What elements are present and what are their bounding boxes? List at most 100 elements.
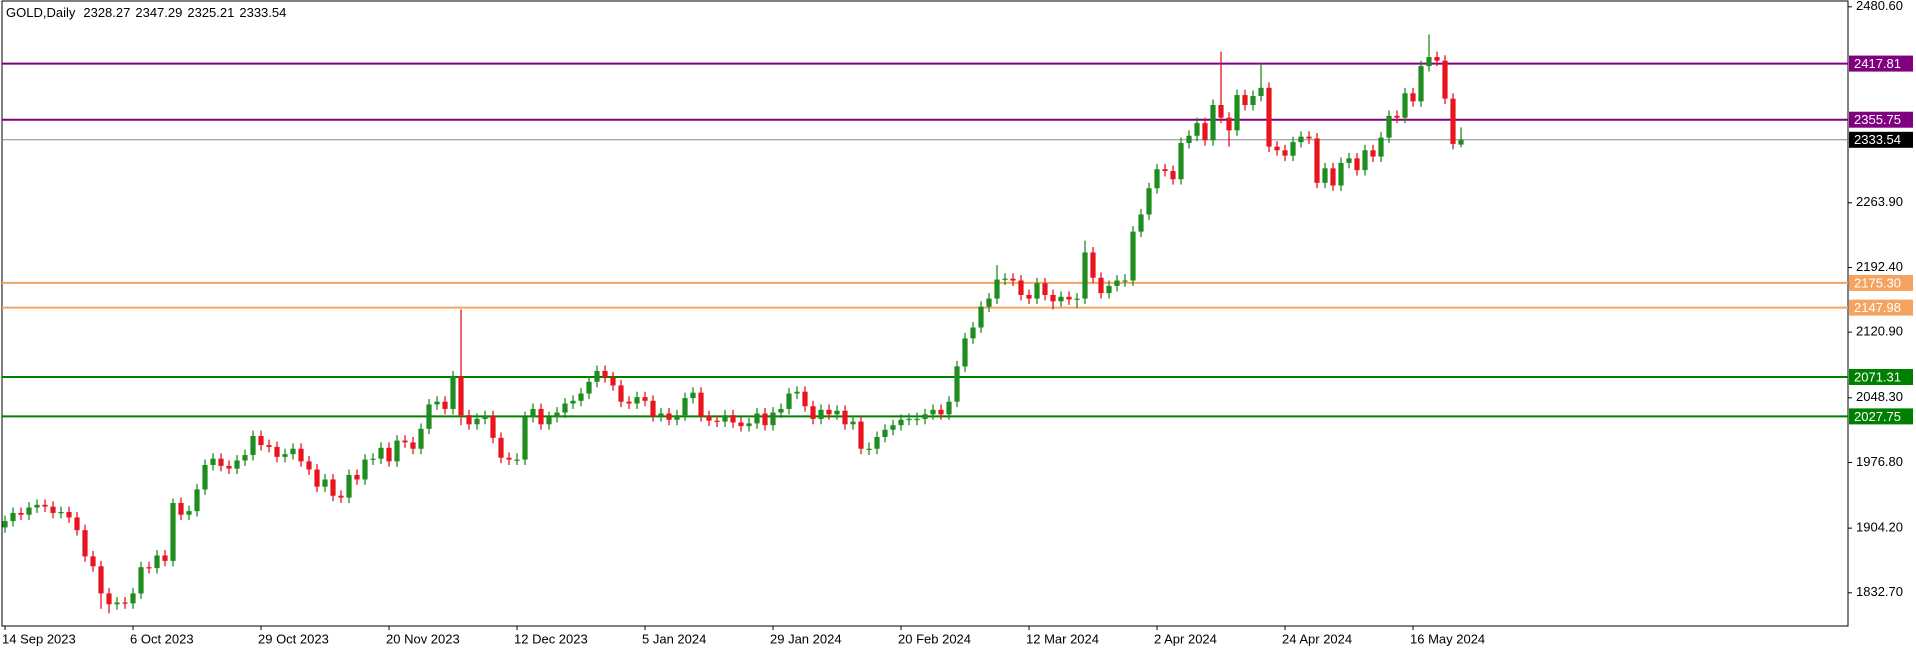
candle-body	[1026, 294, 1032, 299]
candle-body	[250, 436, 256, 456]
candle-body	[706, 416, 712, 421]
candle-body	[866, 448, 872, 450]
candle-body	[82, 530, 88, 557]
candle-body	[490, 416, 496, 438]
candle-body	[1306, 136, 1312, 139]
x-tick-label: 24 Apr 2024	[1282, 631, 1352, 646]
candle-body	[330, 479, 336, 496]
candle-body	[306, 461, 312, 470]
x-tick-label: 5 Jan 2024	[642, 631, 706, 646]
candle-body	[74, 517, 80, 531]
candle-body	[1378, 137, 1384, 157]
candle-body	[50, 506, 56, 513]
x-tick-label: 20 Feb 2024	[898, 631, 971, 646]
candle-body	[234, 460, 240, 469]
x-tick-label: 12 Dec 2023	[514, 631, 588, 646]
candle-body	[914, 418, 920, 421]
candle-body	[602, 370, 608, 378]
candle-body	[978, 306, 984, 328]
candle-body	[226, 465, 232, 469]
candle-body	[362, 459, 368, 480]
candle-body	[1066, 296, 1072, 300]
candle-body	[762, 413, 768, 426]
candle-body	[506, 457, 512, 460]
candle-body	[546, 417, 552, 425]
candle-body	[522, 417, 528, 460]
candle-body	[218, 458, 224, 466]
candle-body	[1074, 298, 1080, 300]
candle-body	[1178, 143, 1184, 180]
candle-body	[146, 567, 152, 569]
level-label: 2355.75	[1854, 112, 1901, 127]
candle-body	[18, 512, 24, 515]
candle-body	[474, 418, 480, 425]
candle-body	[194, 489, 200, 512]
plot-frame	[1, 0, 1849, 627]
candle-body	[954, 366, 960, 402]
candle-body	[434, 401, 440, 405]
candle-body	[42, 504, 48, 507]
candle-body	[498, 437, 504, 458]
candle-body	[538, 408, 544, 425]
candle-body	[442, 401, 448, 409]
candle-body	[1290, 142, 1296, 156]
candle-body	[1338, 162, 1344, 186]
candle-body	[106, 593, 112, 605]
candle-body	[674, 415, 680, 420]
candle-body	[154, 555, 160, 569]
candle-body	[26, 507, 32, 515]
candle-body	[130, 593, 136, 604]
candle-body	[1202, 123, 1208, 141]
candle-body	[1114, 280, 1120, 286]
candle-body	[1370, 150, 1376, 157]
candle-body	[458, 376, 464, 416]
candle-body	[450, 376, 456, 409]
candle-body	[66, 512, 72, 518]
candle-body	[746, 423, 752, 427]
candle-body	[1266, 87, 1272, 147]
chart-title: GOLD,Daily	[6, 5, 76, 20]
candle-body	[1002, 278, 1008, 280]
candle-body	[1282, 150, 1288, 156]
x-tick-label: 6 Oct 2023	[130, 631, 194, 646]
candle-body	[1106, 285, 1112, 294]
level-label-box	[1849, 408, 1913, 425]
candle-body	[578, 393, 584, 401]
candle-body	[850, 421, 856, 425]
candle-body	[314, 469, 320, 487]
candle-body	[58, 512, 64, 514]
candle-body	[802, 391, 808, 407]
candle-body	[858, 421, 864, 449]
candle-body	[1458, 139, 1464, 145]
candle-body	[346, 474, 352, 498]
y-tick-label: 1976.80	[1856, 454, 1903, 469]
candle-body	[1122, 280, 1128, 282]
candle-body	[1018, 280, 1024, 295]
candle-body	[410, 442, 416, 449]
candle-body	[986, 298, 992, 307]
candle-body	[34, 504, 40, 508]
candle-body	[202, 465, 208, 490]
candle-body	[114, 602, 120, 605]
candle-body	[1146, 188, 1152, 215]
candle-body	[274, 446, 280, 457]
candle-body	[610, 377, 616, 386]
y-tick-label: 2120.90	[1856, 324, 1903, 339]
candle-body	[1010, 278, 1016, 281]
candle-body	[1050, 294, 1056, 302]
candle-body	[1450, 98, 1456, 144]
high-value: 2347.29	[135, 5, 182, 20]
candle-body	[874, 436, 880, 449]
candle-body	[2, 521, 8, 528]
candle-body	[1426, 57, 1432, 67]
candle-body	[626, 401, 632, 404]
candle-body	[266, 445, 272, 447]
x-tick-label: 2 Apr 2024	[1154, 631, 1217, 646]
candle-body	[634, 397, 640, 404]
candle-body	[482, 416, 488, 419]
candle-body	[1034, 283, 1040, 299]
candle-body	[826, 409, 832, 415]
candle-body	[210, 458, 216, 466]
candle-body	[818, 409, 824, 419]
candle-body	[322, 479, 328, 487]
